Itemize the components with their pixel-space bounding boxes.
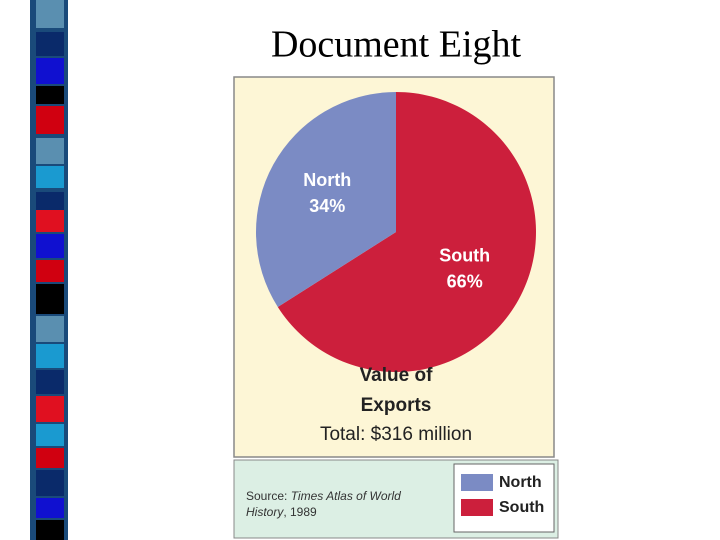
- decor-stripe: [30, 0, 68, 540]
- source-work: Times Atlas of World: [291, 489, 401, 503]
- legend-label: North: [499, 474, 542, 491]
- legend-items: North South: [461, 474, 544, 516]
- pie-slice: [256, 92, 396, 308]
- slide-title: Document Eight: [271, 24, 522, 66]
- source-work-end: History: [246, 505, 284, 519]
- pie-slice: [277, 92, 537, 372]
- legend-swatch: [461, 499, 493, 516]
- source-prefix: Source:: [246, 489, 291, 503]
- source-suffix: , 1989: [283, 505, 317, 519]
- chart-title-cont: Exports: [361, 395, 432, 416]
- chart-subtitle: Total: $316 million: [320, 424, 472, 445]
- pie: South 66% North 34%: [256, 92, 537, 372]
- slice-label: South: [439, 246, 490, 266]
- legend-swatch: [461, 474, 493, 491]
- slice-value-label: 66%: [447, 272, 483, 292]
- slice-label: North: [303, 170, 351, 190]
- slice-value-label: 34%: [309, 196, 345, 216]
- chart-title: Value of: [360, 365, 434, 386]
- source: Source: Times Atlas of World History, 19…: [246, 489, 404, 519]
- legend-label: South: [499, 499, 544, 516]
